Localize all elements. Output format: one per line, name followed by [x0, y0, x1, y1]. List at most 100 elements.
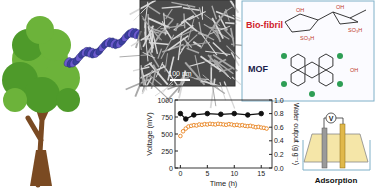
data-group	[178, 111, 268, 138]
x-tick-label: 15	[257, 170, 265, 177]
metal-node	[309, 91, 315, 97]
ring	[319, 54, 333, 70]
x-axis-label: Time (h)	[210, 179, 238, 188]
electrode	[322, 128, 327, 168]
sem-frame	[140, 0, 235, 86]
mof-label: MOF	[248, 64, 268, 74]
data-point	[245, 113, 250, 118]
y2-tick	[269, 127, 272, 128]
group-label: OH	[350, 67, 358, 73]
sem-fiber	[232, 77, 241, 85]
x-tick-label: 10	[230, 170, 238, 177]
metal-node	[337, 81, 343, 87]
y2-tick-label: 1.0	[274, 97, 284, 104]
sem-fiber	[189, 62, 204, 66]
sem-fiber	[184, 20, 197, 31]
y2-tick-label: 0.0	[274, 165, 284, 172]
y2-tick	[269, 140, 272, 141]
x-tick-label: 0	[178, 170, 182, 177]
data-point	[265, 127, 269, 131]
sem-fiber	[205, 51, 230, 54]
y-tick-label: 0	[169, 165, 173, 172]
leaf	[26, 16, 54, 44]
y-tick	[175, 134, 178, 135]
electrode	[340, 124, 345, 168]
x-tick-label: 5	[205, 170, 209, 177]
y2-tick-label: 0.4	[274, 137, 284, 144]
voltmeter	[326, 113, 336, 123]
y2-tick-label: 0.6	[274, 124, 284, 131]
sem-fiber	[143, 52, 155, 58]
sem-fiber	[171, 2, 195, 7]
sem-fiber	[158, 49, 162, 59]
tree	[2, 16, 80, 186]
sem-fiber	[168, 36, 188, 50]
sem-fiber	[213, 55, 237, 71]
container	[303, 140, 370, 170]
sem-fiber	[198, 33, 209, 36]
group-label: OH	[336, 4, 344, 10]
y2-tick-label: 0.8	[274, 110, 284, 117]
y-tick	[175, 151, 178, 152]
sem-fiber	[176, 23, 178, 31]
sem-fiber	[126, 79, 150, 89]
leaf	[56, 88, 80, 112]
sem-fiber	[188, 11, 205, 19]
sem-fiber	[166, 9, 173, 19]
metal-node	[281, 81, 287, 87]
sem-fiber	[188, 19, 194, 41]
fibril-helix	[63, 27, 146, 69]
plot-frame	[175, 100, 272, 168]
sem-fiber	[150, 75, 162, 85]
sem-fiber	[148, 18, 170, 28]
data-point	[232, 111, 237, 116]
leaf	[24, 77, 60, 113]
sem-fiber	[213, 10, 227, 28]
sem-fiber	[212, 6, 217, 20]
y-tick	[175, 100, 178, 101]
data-point	[259, 111, 264, 116]
data-point	[192, 113, 197, 118]
y2-tick	[269, 100, 272, 101]
data-point	[179, 134, 183, 138]
sem-fiber	[151, 27, 157, 54]
group-label: SO₃H	[348, 27, 362, 33]
data-point	[219, 112, 224, 117]
sem-fiber	[217, 66, 231, 79]
sem-fiber	[185, 38, 189, 48]
y-tick-label: 1000	[157, 97, 173, 104]
sem-fiber	[233, 15, 241, 18]
structure-frame	[242, 1, 374, 101]
sem-fiber	[226, 46, 239, 59]
group-label: SO₃H	[300, 35, 314, 41]
sem-fiber	[148, 6, 160, 14]
data-point	[183, 117, 188, 122]
ring	[291, 70, 305, 86]
ring	[291, 54, 305, 70]
y-tick-label: 500	[161, 131, 173, 138]
y-tick	[175, 168, 178, 169]
sem-fiber	[164, 13, 166, 35]
y-axis-label: Voltage (mV)	[145, 112, 154, 156]
sem-fiber	[224, 30, 234, 39]
adsorption-label: Adsorption	[315, 176, 358, 185]
sem-fiber	[165, 53, 168, 72]
sem-fiber	[199, 7, 202, 17]
sem-fiber	[213, 30, 219, 39]
trunk-base	[30, 150, 52, 186]
y2-axis-label: Water output (g g⁻¹)	[292, 103, 300, 165]
ring	[305, 62, 319, 78]
x-tick	[207, 165, 208, 168]
background	[0, 0, 376, 189]
chart: 051015025050075010000.00.20.40.60.81.0Ti…	[145, 97, 300, 189]
x-tick	[261, 165, 262, 168]
scale-bar-label: 100 nm	[168, 70, 192, 77]
y-tick	[175, 117, 178, 118]
sem-fiber	[133, 67, 149, 71]
sem-fiber	[187, 48, 199, 53]
x-tick	[234, 165, 235, 168]
sem-fiber	[204, 14, 220, 26]
data-point	[205, 111, 210, 116]
sem-fiber	[120, 55, 150, 57]
data-point	[178, 111, 183, 116]
